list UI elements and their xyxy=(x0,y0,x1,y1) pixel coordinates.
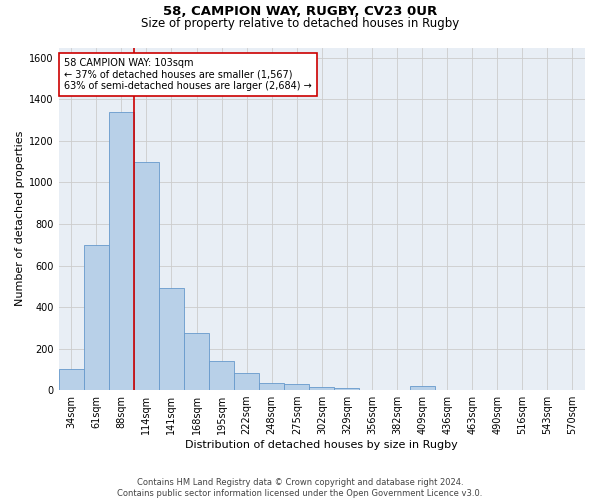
Y-axis label: Number of detached properties: Number of detached properties xyxy=(15,131,25,306)
X-axis label: Distribution of detached houses by size in Rugby: Distribution of detached houses by size … xyxy=(185,440,458,450)
Text: 58 CAMPION WAY: 103sqm
← 37% of detached houses are smaller (1,567)
63% of semi-: 58 CAMPION WAY: 103sqm ← 37% of detached… xyxy=(64,58,311,91)
Text: Size of property relative to detached houses in Rugby: Size of property relative to detached ho… xyxy=(141,18,459,30)
Bar xyxy=(134,162,159,390)
Bar xyxy=(209,361,234,390)
Bar xyxy=(284,384,309,390)
Bar xyxy=(184,333,209,390)
Bar xyxy=(84,244,109,390)
Bar xyxy=(309,387,334,390)
Bar xyxy=(259,383,284,390)
Text: 58, CAMPION WAY, RUGBY, CV23 0UR: 58, CAMPION WAY, RUGBY, CV23 0UR xyxy=(163,5,437,18)
Bar xyxy=(59,370,84,390)
Bar xyxy=(109,112,134,390)
Text: Contains HM Land Registry data © Crown copyright and database right 2024.
Contai: Contains HM Land Registry data © Crown c… xyxy=(118,478,482,498)
Bar xyxy=(410,386,434,390)
Bar xyxy=(334,388,359,390)
Bar xyxy=(234,374,259,390)
Bar xyxy=(159,288,184,390)
